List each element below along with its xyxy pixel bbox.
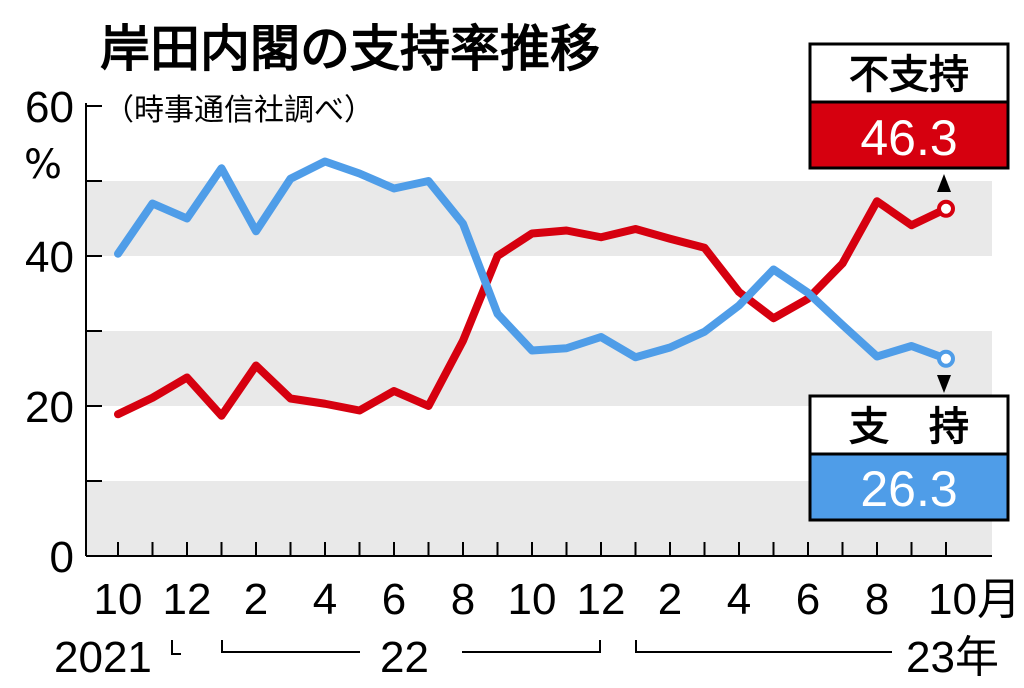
approve-label-value-bg bbox=[808, 452, 1010, 522]
series-line-disapprove bbox=[114, 197, 950, 420]
disapprove-pointer-arrow bbox=[937, 174, 951, 192]
end-point-approve bbox=[937, 349, 955, 368]
year-label-23: 23年 bbox=[906, 633, 999, 682]
y-ticks: 0 20 40 60 bbox=[25, 83, 102, 582]
approve-pointer-arrow bbox=[937, 375, 951, 393]
y-tick-label: 0 bbox=[50, 533, 74, 582]
y-tick-label: 20 bbox=[25, 383, 74, 432]
year-bracket-2021 bbox=[171, 640, 181, 655]
x-tick-label: 10月 bbox=[928, 575, 1021, 624]
x-tick-label: 4 bbox=[313, 575, 337, 624]
year-label-22: 22 bbox=[380, 633, 429, 682]
x-tick-label: 12 bbox=[577, 575, 626, 624]
y-tick-label: 40 bbox=[25, 233, 74, 282]
series-line-approve bbox=[114, 157, 950, 363]
disapprove-label-value-bg bbox=[808, 100, 1010, 170]
series-lines bbox=[114, 157, 950, 420]
year-row: 2021 22 23年 bbox=[54, 633, 999, 682]
disapprove-label-title: 不支持 bbox=[849, 52, 969, 98]
approve-label-value: 26.3 bbox=[860, 461, 957, 517]
disapprove-label-box: 不支持 46.3 bbox=[808, 42, 1010, 170]
x-tick-label: 8 bbox=[451, 575, 475, 624]
year-bracket-22 bbox=[221, 640, 601, 653]
end-markers bbox=[937, 199, 955, 368]
x-tick-label: 4 bbox=[727, 575, 751, 624]
x-tick-label: 6 bbox=[382, 575, 406, 624]
x-tick-label: 10 bbox=[94, 575, 143, 624]
year-label-2021: 2021 bbox=[54, 633, 152, 682]
x-tick-label: 8 bbox=[865, 575, 889, 624]
end-point-disapprove bbox=[937, 199, 955, 218]
x-tick-label: 2 bbox=[244, 575, 268, 624]
x-tick-label: 6 bbox=[796, 575, 820, 624]
year-bracket-23 bbox=[635, 640, 892, 653]
chart-subtitle: （時事通信社調べ） bbox=[104, 93, 374, 128]
y-unit-label: % bbox=[24, 142, 62, 188]
approve-label-header bbox=[808, 394, 1010, 456]
x-tick-label: 12 bbox=[163, 575, 212, 624]
disapprove-label-value: 46.3 bbox=[860, 110, 957, 166]
x-tick-label: 2 bbox=[658, 575, 682, 624]
x-tick-label: 10 bbox=[508, 575, 557, 624]
approve-label-box: 支 持 26.3 bbox=[808, 394, 1010, 522]
y-tick-label: 60 bbox=[25, 83, 74, 132]
chart-title: 岸田内閣の支持率推移 bbox=[100, 20, 600, 78]
x-ticks: 10 12 2 4 6 8 10 12 2 4 6 8 10月 bbox=[94, 542, 1021, 624]
approve-label-title: 支 持 bbox=[849, 404, 969, 450]
